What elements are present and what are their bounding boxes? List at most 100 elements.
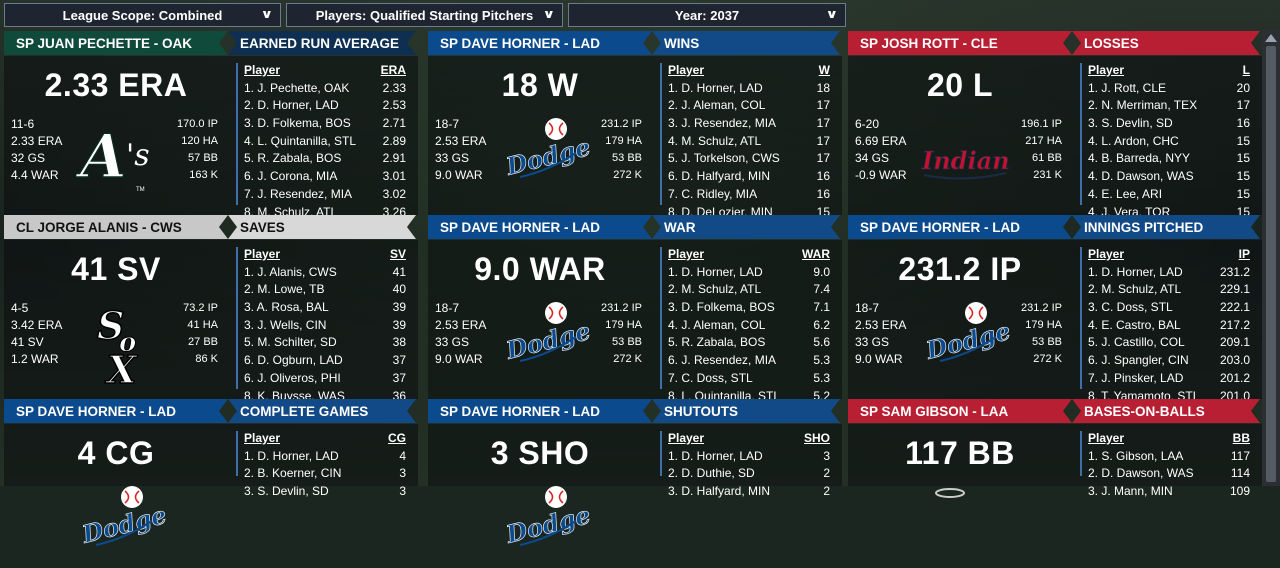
table-row[interactable]: 6. J. Spangler, CIN 203.0 [1088,352,1250,370]
players-label: Players: Qualified Starting Pitchers [315,7,534,23]
table-row[interactable]: 4. L. Quintanilla, STL 2.89 [244,133,406,151]
headline-stat: 9.0 WAR [474,251,606,287]
table-row[interactable]: 7. J. Pinsker, LAD 201.2 [1088,370,1250,388]
table-row[interactable]: 4. B. Barreda, NYY 15 [1088,150,1250,168]
row-value: 3.02 [382,186,406,201]
row-value: 231.2 [1219,264,1250,279]
table-row[interactable]: 6. J. Oliveros, PHI 37 [244,370,406,388]
card-panel [848,240,1262,399]
row-value: 37 [392,353,406,368]
player-header[interactable]: SP DAVE HORNER - LAD [428,31,652,55]
table-row[interactable]: 1. D. Horner, LAD 18 [668,80,830,98]
leaderboard-divider [1080,431,1082,476]
table-row[interactable]: 6. D. Halfyard, MIN 16 [668,168,830,186]
table-row[interactable]: 5. R. Zabala, BOS 5.6 [668,334,830,352]
table-row[interactable]: 6. J. Corona, MIA 3.01 [244,168,406,186]
table-row[interactable]: 2. B. Koerner, CIN 3 [244,465,406,483]
table-row[interactable]: 1. J. Rott, CLE 20 [1088,80,1250,98]
table-row[interactable]: 2. M. Schulz, ATL 7.4 [668,281,830,299]
row-player: 6. J. Spangler, CIN [1088,353,1189,368]
table-row[interactable]: 3. D. Folkema, BOS 2.71 [244,115,406,133]
table-row[interactable]: 6. D. Ogburn, LAD 37 [244,352,406,370]
table-row[interactable]: 6. J. Resendez, MIA 5.3 [668,352,830,370]
headline-stat: 3 SHO [490,435,590,471]
table-row[interactable]: 1. J. Alanis, CWS 41 [244,264,406,282]
table-row[interactable]: 4. D. Dawson, WAS 15 [1088,168,1250,186]
players-dropdown[interactable]: Players: Qualified Starting Pitchers ∨ [286,3,563,27]
column-player[interactable]: Player [668,63,705,77]
column-player[interactable]: Player [1088,63,1125,77]
table-row[interactable]: 7. J. Resendez, MIA 3.02 [244,186,406,204]
table-row[interactable]: 2. N. Merriman, TEX 17 [1088,97,1250,115]
table-row[interactable]: 5. M. Schilter, SD 38 [244,334,406,352]
table-row[interactable]: 4. J. Aleman, COL 6.2 [668,317,830,335]
table-row[interactable]: 2. D. Duthie, SD 2 [668,465,830,483]
table-row[interactable]: 3. A. Rosa, BAL 39 [244,299,406,317]
player-header[interactable]: CL JORGE ALANIS - CWS [4,215,228,239]
table-row[interactable]: 3. D. Folkema, BOS 7.1 [668,299,830,317]
column-stat[interactable]: BB [1232,431,1250,445]
table-row[interactable]: 1. S. Gibson, LAA 117 [1088,448,1250,466]
table-row[interactable]: 1. D. Horner, LAD 4 [244,448,406,466]
table-row[interactable]: 7. C. Ridley, MIA 16 [668,186,830,204]
column-stat[interactable]: W [818,63,830,77]
table-header: Player IP [1088,246,1250,264]
table-row[interactable]: 4. E. Lee, ARI 15 [1088,186,1250,204]
player-header[interactable]: SP DAVE HORNER - LAD [428,399,652,423]
table-row[interactable]: 1. D. Horner, LAD 3 [668,448,830,466]
table-row[interactable]: 2. J. Aleman, COL 17 [668,97,830,115]
table-row[interactable]: 4. E. Castro, BAL 217.2 [1088,317,1250,335]
player-header[interactable]: SP DAVE HORNER - LAD [428,215,652,239]
table-row[interactable]: 1. D. Horner, LAD 9.0 [668,264,830,282]
column-player[interactable]: Player [668,247,705,261]
table-row[interactable]: 1. D. Horner, LAD 231.2 [1088,264,1250,282]
scrollbar-thumb[interactable] [1266,46,1276,482]
column-stat[interactable]: CG [388,431,406,445]
table-row[interactable]: 2. M. Schulz, ATL 229.1 [1088,281,1250,299]
card-panel [4,424,418,486]
column-stat[interactable]: L [1242,63,1250,77]
leaderboard-divider [660,247,662,389]
table-row[interactable]: 2. M. Lowe, TB 40 [244,281,406,299]
chevron-down-icon: ∨ [260,7,274,21]
table-row[interactable]: 4. M. Schulz, ATL 17 [668,133,830,151]
table-row[interactable]: 5. R. Zabala, BOS 2.91 [244,150,406,168]
player-header[interactable]: SP JOSH ROTT - CLE [848,31,1072,55]
player-header[interactable]: SP JUAN PECHETTE - OAK [4,31,228,55]
row-value: 17 [1236,98,1250,113]
column-stat[interactable]: IP [1238,247,1250,261]
table-row[interactable]: 7. C. Doss, STL 5.3 [668,370,830,388]
table-row[interactable]: 2. D. Horner, LAD 2.53 [244,97,406,115]
row-player: 2. D. Horner, LAD [244,98,339,113]
table-row[interactable]: 3. J. Wells, CIN 39 [244,317,406,335]
scroll-up-icon[interactable] [1265,34,1277,42]
table-header: Player CG [244,430,406,448]
vertical-scrollbar[interactable] [1262,30,1280,486]
column-stat[interactable]: SHO [803,431,830,445]
row-player: 2. M. Schulz, ATL [1088,282,1182,297]
column-player[interactable]: Player [668,431,705,445]
player-header[interactable]: SP SAM GIBSON - LAA [848,399,1072,423]
column-player[interactable]: Player [244,247,281,261]
year-dropdown[interactable]: Year: 2037 ∨ [568,3,846,27]
table-row[interactable]: 5. J. Torkelson, CWS 17 [668,150,830,168]
league-scope-dropdown[interactable]: League Scope: Combined ∨ [4,3,281,27]
column-stat[interactable]: WAR [802,247,830,261]
table-header: Player SHO [668,430,830,448]
column-player[interactable]: Player [244,63,281,77]
column-player[interactable]: Player [1088,247,1125,261]
table-row[interactable]: 1. J. Pechette, OAK 2.33 [244,80,406,98]
player-header[interactable]: SP DAVE HORNER - LAD [4,399,228,423]
player-header[interactable]: SP DAVE HORNER - LAD [848,215,1072,239]
table-row[interactable]: 4. L. Ardon, CHC 15 [1088,133,1250,151]
column-stat[interactable]: ERA [380,63,406,77]
table-row[interactable]: 3. C. Doss, STL 222.1 [1088,299,1250,317]
table-row[interactable]: 3. S. Devlin, SD 16 [1088,115,1250,133]
column-player[interactable]: Player [244,431,281,445]
column-player[interactable]: Player [1088,431,1125,445]
table-header: Player SV [244,246,406,264]
table-row[interactable]: 5. J. Castillo, COL 209.1 [1088,334,1250,352]
table-row[interactable]: 2. D. Dawson, WAS 114 [1088,465,1250,483]
table-row[interactable]: 3. J. Resendez, MIA 17 [668,115,830,133]
column-stat[interactable]: SV [389,247,406,261]
